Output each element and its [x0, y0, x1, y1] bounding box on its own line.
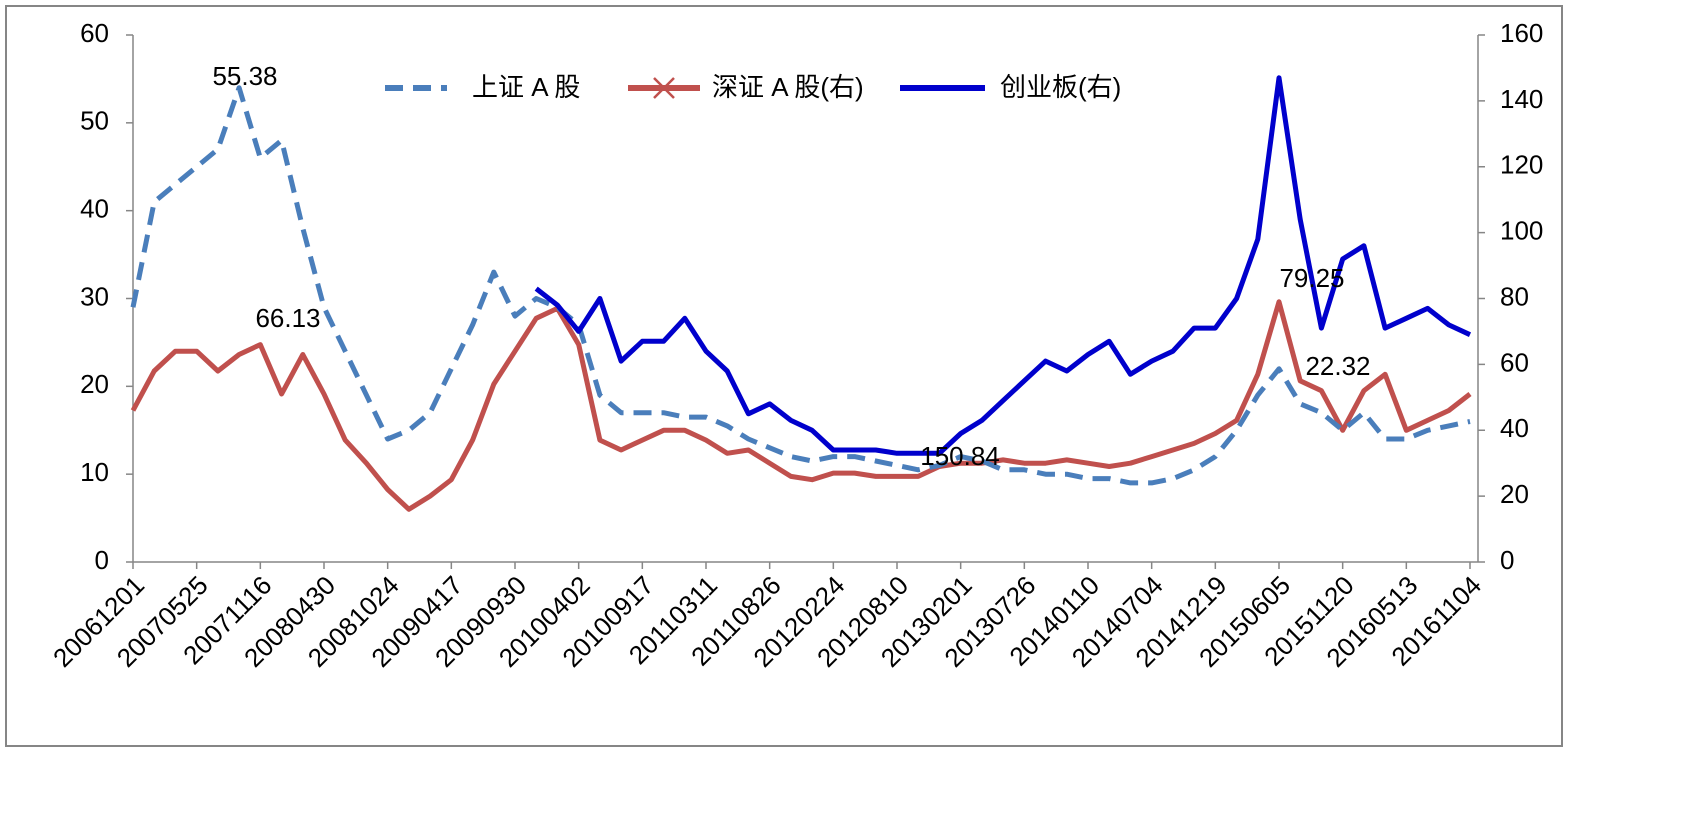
series-line — [130, 299, 1472, 512]
series-line — [534, 75, 1472, 456]
y2-tick-label: 0 — [1500, 545, 1514, 575]
y-tick-label: 30 — [80, 281, 109, 311]
legend-label: 深证 A 股(右) — [712, 72, 864, 102]
annotation: 79.25 — [1279, 263, 1344, 293]
y2-tick-label: 40 — [1500, 413, 1529, 443]
legend-label: 创业板(右) — [1000, 72, 1121, 102]
y-tick-label: 20 — [80, 369, 109, 399]
legend-label: 上证 A 股 — [472, 72, 580, 102]
y-tick-label: 10 — [80, 457, 109, 487]
y2-tick-label: 140 — [1500, 84, 1543, 114]
y-tick-label: 40 — [80, 194, 109, 224]
chart-frame — [5, 5, 1563, 747]
y2-tick-label: 60 — [1500, 347, 1529, 377]
annotation: 22.32 — [1305, 351, 1370, 381]
y2-tick-label: 100 — [1500, 216, 1543, 246]
y2-tick-label: 160 — [1500, 18, 1543, 48]
annotation: 150.84 — [920, 441, 1000, 471]
y2-tick-label: 20 — [1500, 479, 1529, 509]
annotation: 66.13 — [255, 303, 320, 333]
series-line — [130, 85, 1471, 486]
y2-tick-label: 80 — [1500, 281, 1529, 311]
y-tick-label: 50 — [80, 106, 109, 136]
y-tick-label: 0 — [95, 545, 109, 575]
y2-tick-label: 120 — [1500, 150, 1543, 180]
annotation: 55.38 — [212, 61, 277, 91]
legend-marker — [653, 77, 675, 99]
y-tick-label: 60 — [80, 18, 109, 48]
